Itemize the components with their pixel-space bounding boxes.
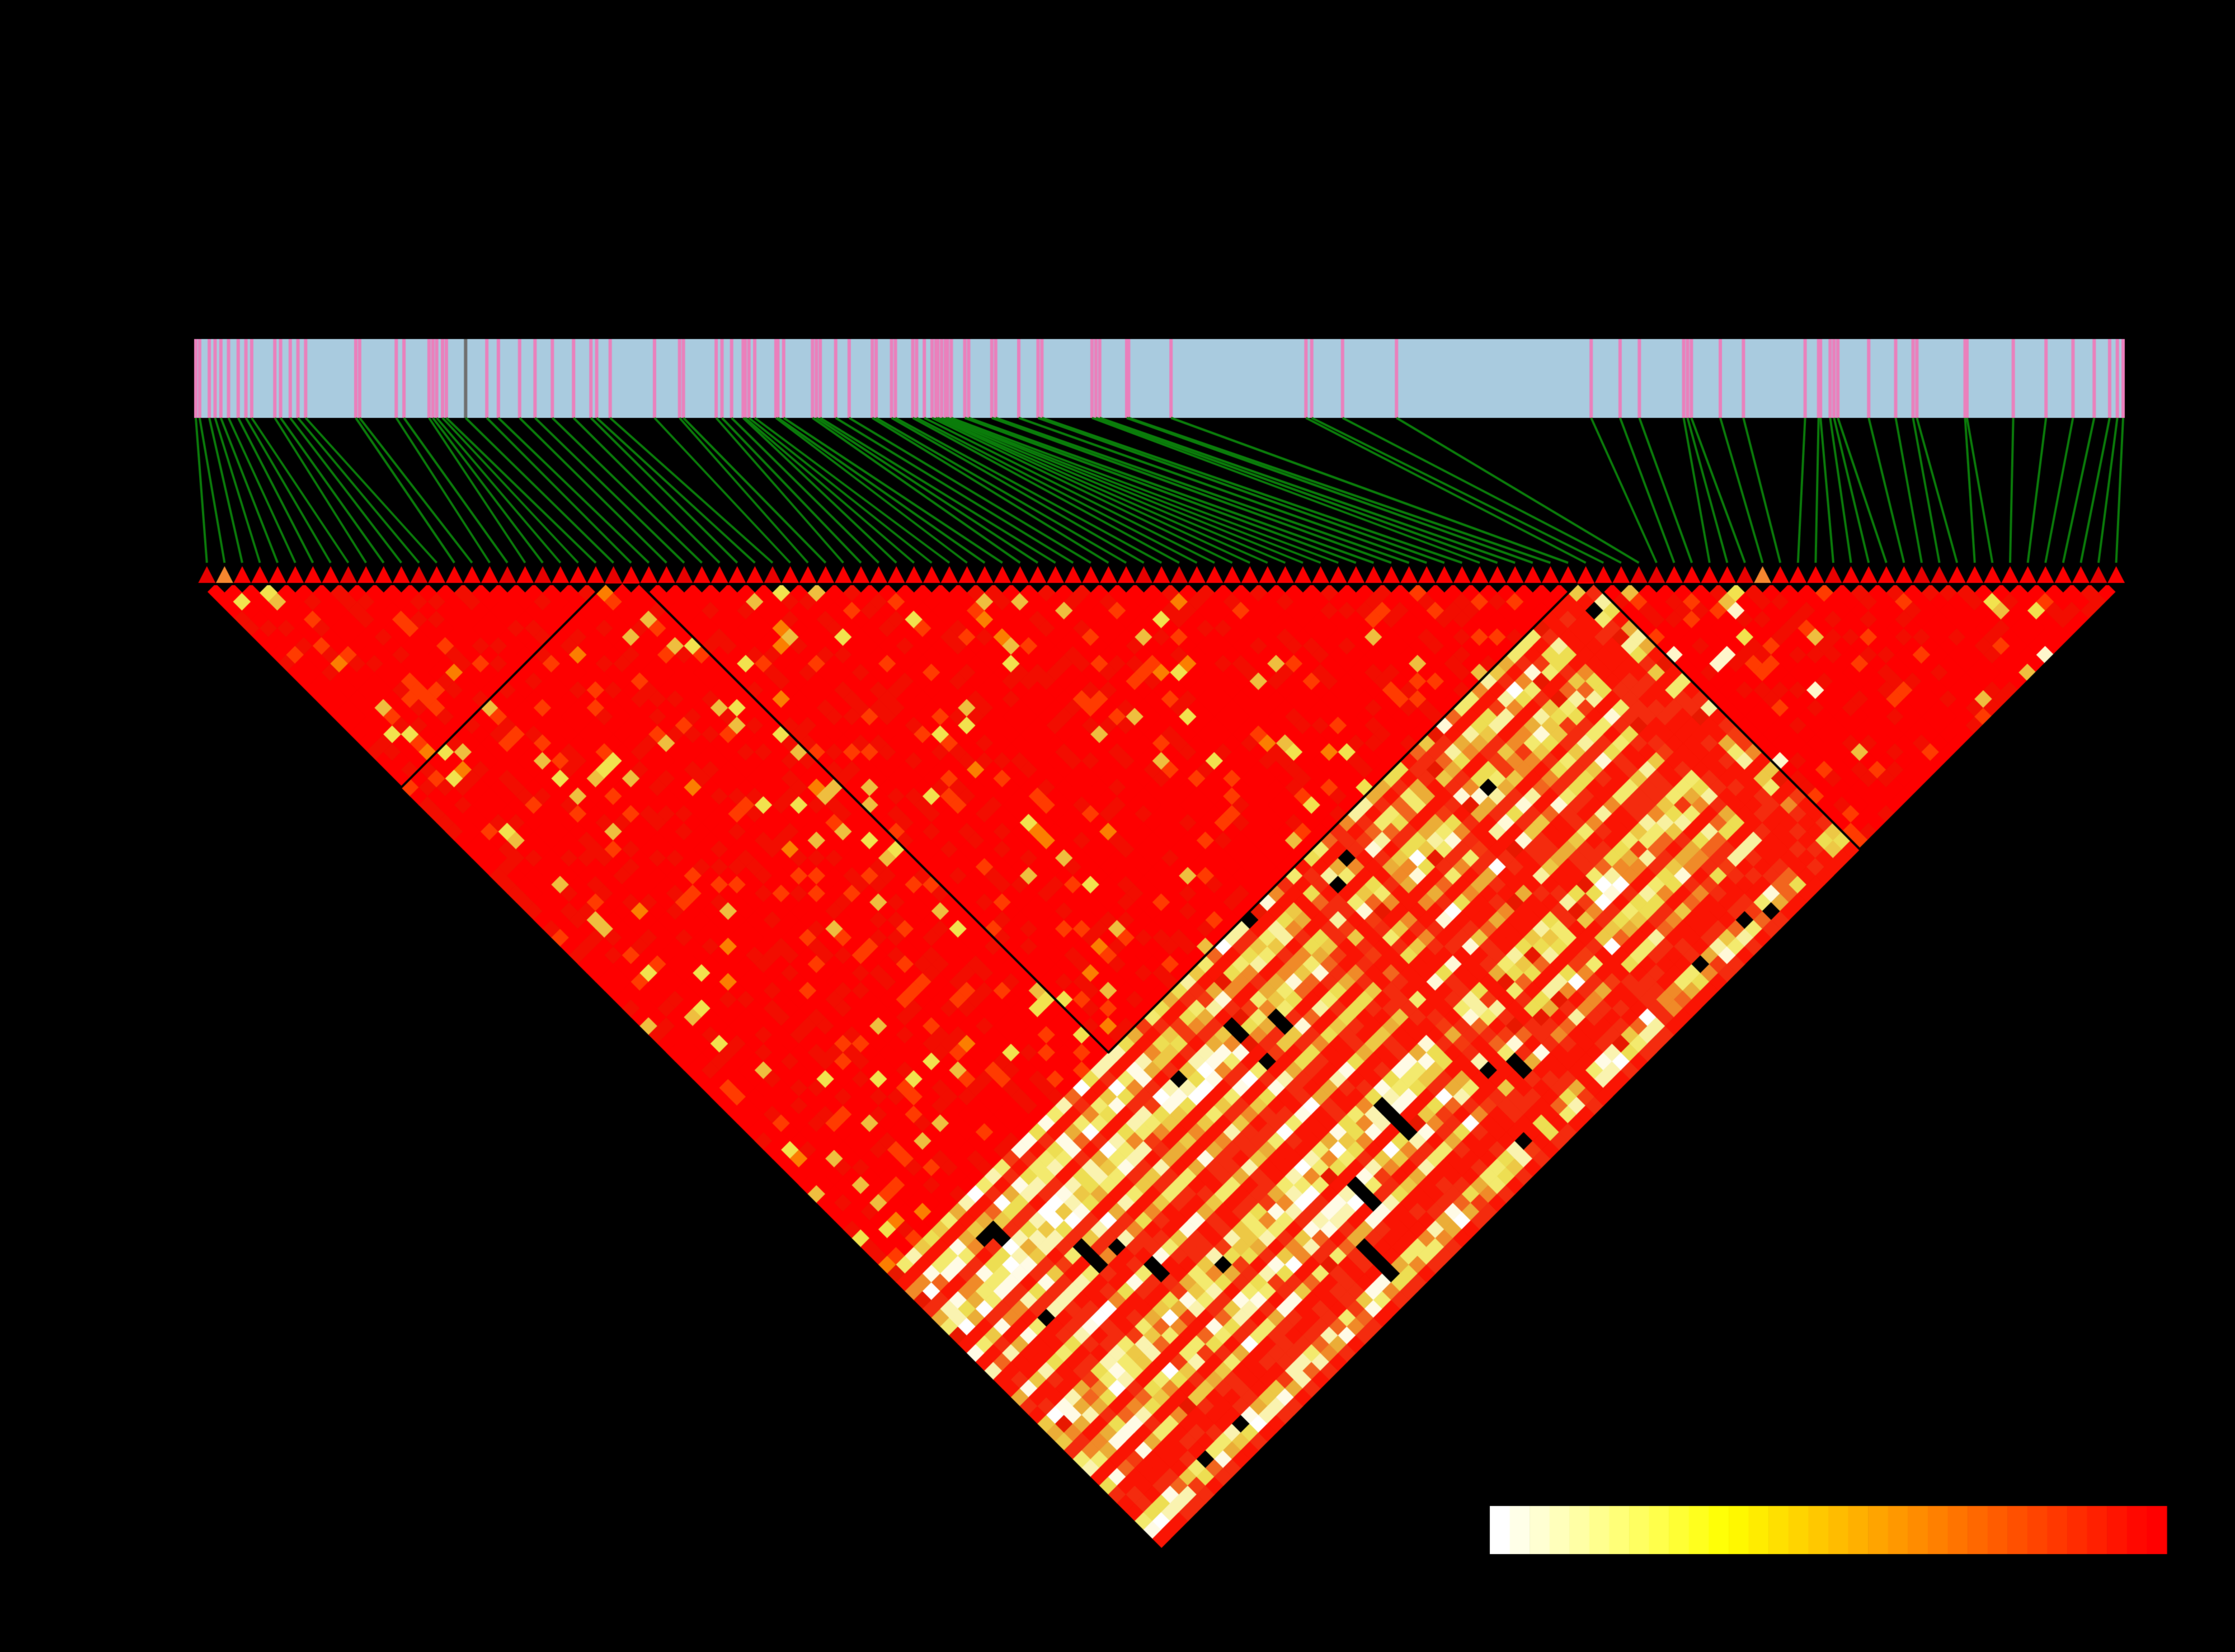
ld-heatmap-figure (0, 0, 2235, 1652)
ld-heatmap-canvas (0, 0, 2235, 1652)
